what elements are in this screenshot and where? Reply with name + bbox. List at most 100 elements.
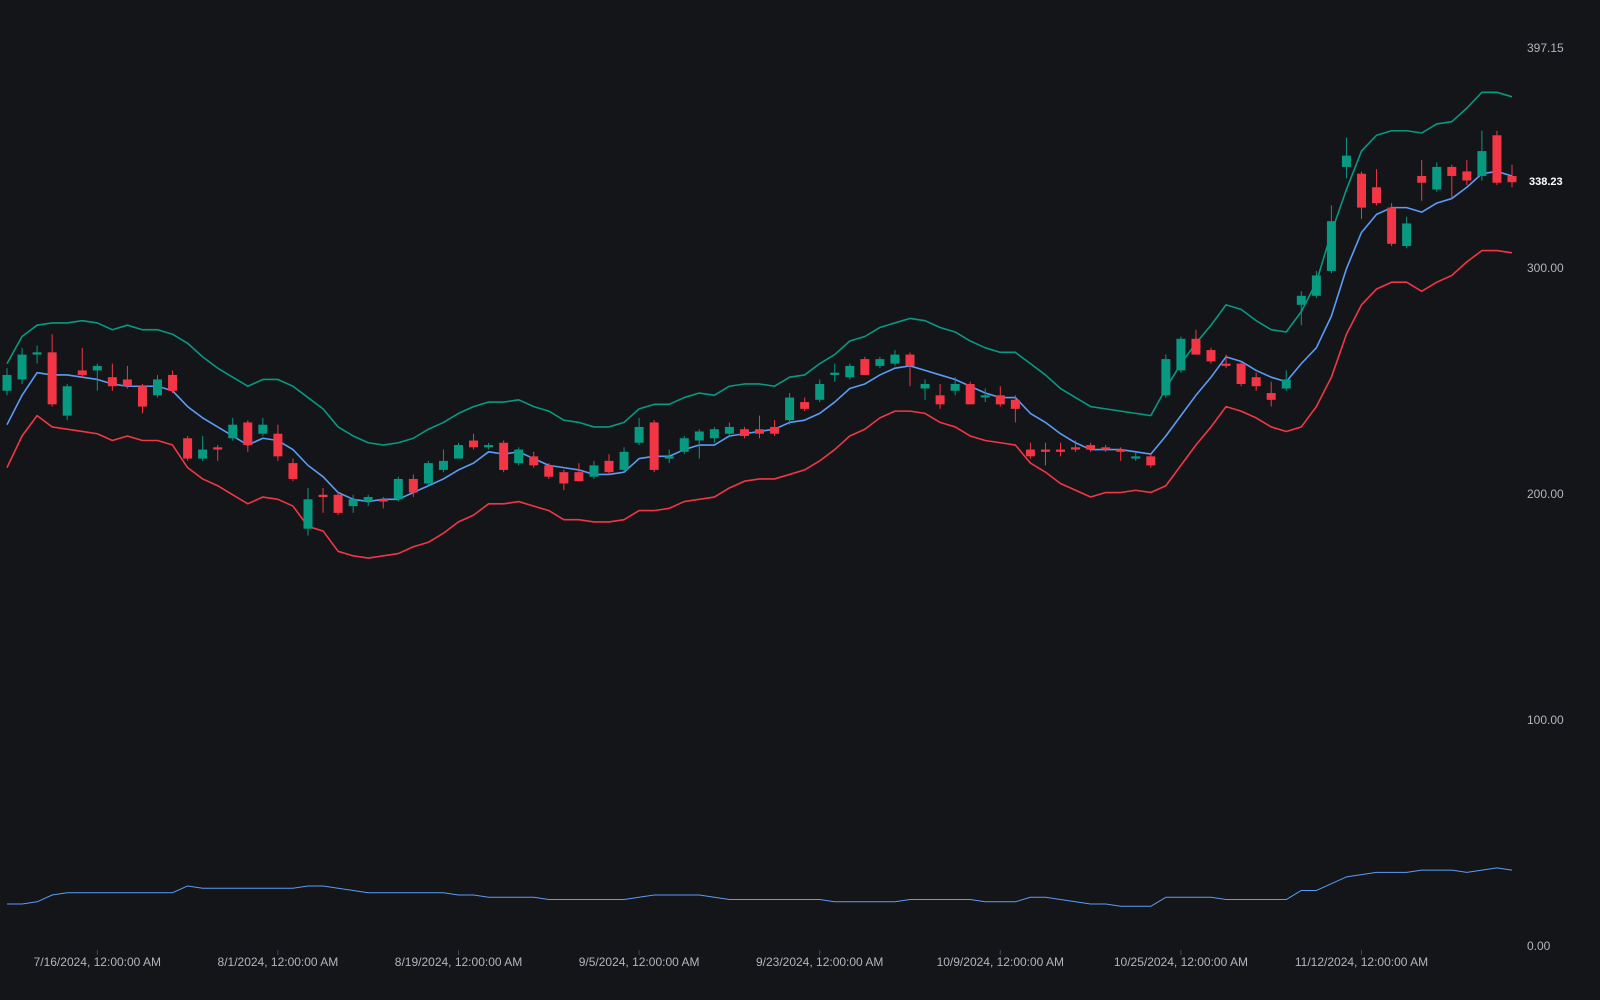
candle-body	[77, 370, 87, 375]
candle-body	[499, 442, 509, 470]
candle-body	[333, 494, 343, 513]
candle-body	[679, 438, 689, 452]
x-tick-label: 9/23/2024, 12:00:00 AM	[756, 955, 883, 969]
x-tick-label: 8/19/2024, 12:00:00 AM	[395, 955, 522, 969]
candle-body	[604, 460, 614, 473]
candle-body	[1025, 449, 1035, 457]
candle-body	[213, 447, 223, 450]
candle-body	[423, 463, 433, 484]
candle-body	[664, 456, 674, 459]
last-price-label: 338.23	[1529, 176, 1563, 188]
candle-body	[815, 383, 825, 400]
candle-body	[1146, 456, 1156, 466]
candle-body	[198, 449, 208, 459]
candle-body	[438, 460, 448, 470]
candle-body	[303, 499, 313, 529]
x-tick-label: 10/25/2024, 12:00:00 AM	[1114, 955, 1248, 969]
candle-body	[1357, 173, 1366, 208]
candle-body	[980, 395, 990, 398]
candle-body	[32, 352, 42, 355]
candle-body	[454, 445, 463, 459]
candle-body	[288, 463, 298, 479]
candle-body	[1402, 223, 1412, 247]
candle-body	[1116, 449, 1126, 452]
candle-body	[2, 374, 12, 391]
candle-body	[1492, 135, 1502, 183]
candle-body	[1281, 379, 1291, 389]
candle-body	[1477, 151, 1487, 176]
x-tick-label: 11/12/2024, 12:00:00 AM	[1295, 955, 1428, 969]
y-tick-label: 0.00	[1527, 939, 1551, 953]
candle-body	[1176, 338, 1186, 371]
candle-body	[1206, 350, 1216, 362]
candle-body	[168, 374, 178, 391]
candle-body	[875, 359, 885, 366]
candle-body	[574, 472, 584, 482]
candle-body	[363, 497, 373, 502]
candle-body	[378, 499, 388, 502]
candle-body	[1326, 221, 1336, 271]
candle-body	[1387, 207, 1397, 244]
candle-body	[995, 395, 1005, 405]
candle-body	[1462, 171, 1472, 181]
candle-body	[619, 451, 629, 470]
candle-body	[1131, 456, 1141, 459]
candle-body	[1507, 175, 1517, 183]
candle-body	[965, 383, 975, 405]
candle-body	[694, 431, 704, 441]
candle-body	[1341, 155, 1351, 167]
candle-body	[1101, 447, 1111, 450]
candle-body	[559, 472, 569, 484]
candle-body	[484, 445, 494, 448]
candle-body	[709, 429, 719, 439]
candle-body	[830, 372, 840, 375]
candle-body	[183, 438, 193, 459]
candle-body	[589, 465, 599, 477]
candle-body	[62, 386, 72, 416]
candle-body	[890, 354, 900, 364]
candle-body	[1010, 399, 1020, 409]
candle-body	[107, 377, 117, 387]
candle-body	[1372, 187, 1382, 204]
candle-body	[649, 422, 659, 470]
candle-body	[1251, 377, 1261, 387]
candle-body	[1221, 363, 1231, 366]
candle-body	[92, 365, 102, 371]
y-tick-label: 300.00	[1527, 261, 1564, 275]
candle-body	[47, 352, 57, 405]
candle-body	[544, 465, 554, 477]
candle-body	[408, 478, 418, 493]
candle-body	[243, 422, 253, 446]
candle-body	[920, 383, 930, 389]
candle-body	[1311, 275, 1321, 296]
candle-body	[860, 359, 870, 375]
x-tick-label: 7/16/2024, 12:00:00 AM	[34, 955, 161, 969]
candle-body	[800, 402, 810, 409]
candle-body	[935, 395, 945, 405]
candle-body	[770, 426, 780, 434]
candle-body	[634, 426, 644, 443]
overlay-line	[6, 91, 1513, 446]
candle-body	[1086, 445, 1096, 450]
x-tick-label: 10/9/2024, 12:00:00 AM	[937, 955, 1064, 969]
candle-body	[1432, 166, 1442, 190]
candle-body	[739, 429, 749, 436]
overlay-line	[7, 867, 1513, 907]
candle-body	[1056, 449, 1065, 452]
candle-body	[1266, 393, 1276, 400]
y-tick-label: 100.00	[1527, 713, 1564, 727]
candle-body	[1161, 359, 1171, 396]
candle-body	[1040, 449, 1050, 452]
x-tick-label: 9/5/2024, 12:00:00 AM	[579, 955, 700, 969]
candle-body	[273, 433, 283, 457]
overlay-line	[6, 249, 1513, 559]
candle-body	[122, 379, 132, 387]
candle-body	[1296, 295, 1306, 305]
candle-body	[529, 456, 539, 466]
candle-body	[393, 478, 403, 500]
candle-body	[348, 499, 358, 507]
candle-body	[1071, 447, 1081, 450]
candle-body	[1417, 175, 1427, 183]
